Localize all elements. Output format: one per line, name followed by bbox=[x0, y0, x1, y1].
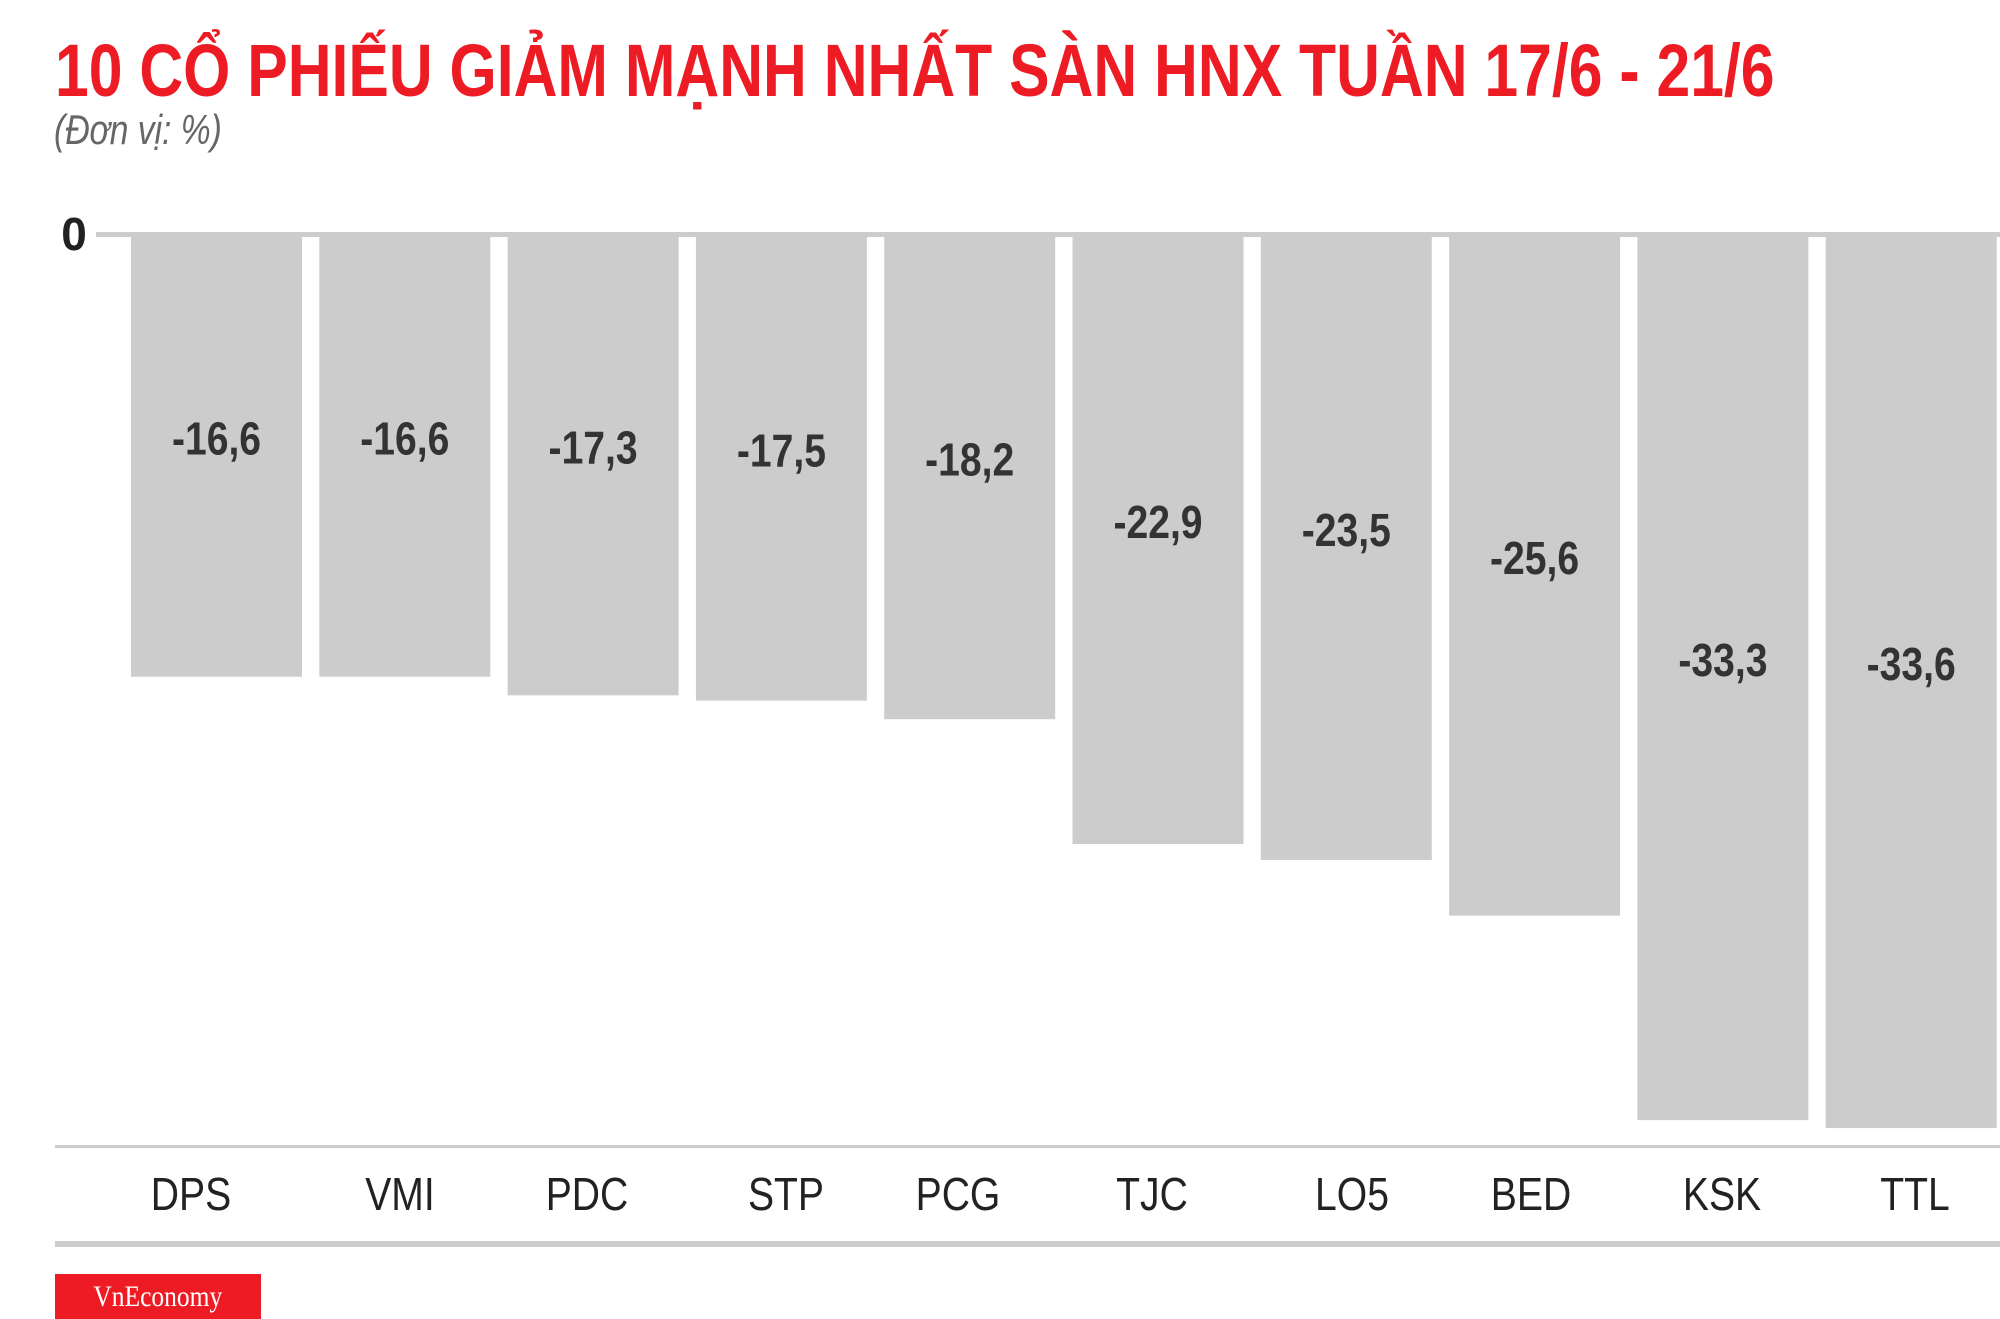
bar-ttl bbox=[1825, 236, 1997, 1129]
data-label: -16,6 bbox=[172, 413, 261, 465]
data-label: -17,5 bbox=[737, 425, 826, 477]
bar-pdc bbox=[507, 236, 679, 696]
bar-bed bbox=[1449, 236, 1621, 916]
x-tick-label: BED bbox=[1491, 1169, 1571, 1221]
x-tick-label: LO5 bbox=[1315, 1169, 1389, 1221]
bar-lo5 bbox=[1260, 236, 1432, 860]
bottom-rule bbox=[55, 1241, 2000, 1247]
x-tick-label: TJC bbox=[1116, 1169, 1188, 1221]
bar-stp bbox=[695, 236, 867, 701]
data-label: -33,6 bbox=[1867, 639, 1956, 691]
x-tick-label: VMI bbox=[365, 1169, 434, 1221]
data-label: -22,9 bbox=[1113, 497, 1202, 549]
chart-subtitle: (Đơn vị: %) bbox=[54, 106, 222, 153]
bar-ksk bbox=[1637, 236, 1809, 1121]
data-label: -16,6 bbox=[360, 413, 449, 465]
x-tick-label: STP bbox=[748, 1169, 824, 1221]
x-tick-label: TTL bbox=[1880, 1169, 1949, 1221]
x-tick-label: DPS bbox=[151, 1169, 231, 1221]
data-label: -18,2 bbox=[925, 435, 1014, 487]
bar-tjc bbox=[1072, 236, 1244, 844]
y-tick-label: 0 bbox=[61, 208, 87, 260]
data-label: -33,3 bbox=[1678, 635, 1767, 687]
bar-dps bbox=[131, 236, 302, 677]
x-tick-label: PDC bbox=[546, 1169, 629, 1221]
logo-text: VnEconomy bbox=[93, 1280, 223, 1313]
bar-pcg bbox=[884, 236, 1056, 720]
data-label: -23,5 bbox=[1302, 505, 1391, 557]
zero-axis-line bbox=[96, 232, 2000, 237]
x-axis-line bbox=[55, 1145, 2000, 1148]
data-label: -25,6 bbox=[1490, 533, 1579, 585]
chart-title: 10 CỔ PHIẾU GIẢM MẠNH NHẤT SÀN HNX TUẦN … bbox=[55, 29, 1775, 112]
bar-vmi bbox=[319, 236, 491, 677]
x-tick-label: KSK bbox=[1683, 1169, 1761, 1221]
vneconomy-logo: VnEconomy bbox=[55, 1274, 261, 1319]
x-tick-label: PCG bbox=[916, 1169, 1001, 1221]
data-label: -17,3 bbox=[549, 423, 638, 475]
